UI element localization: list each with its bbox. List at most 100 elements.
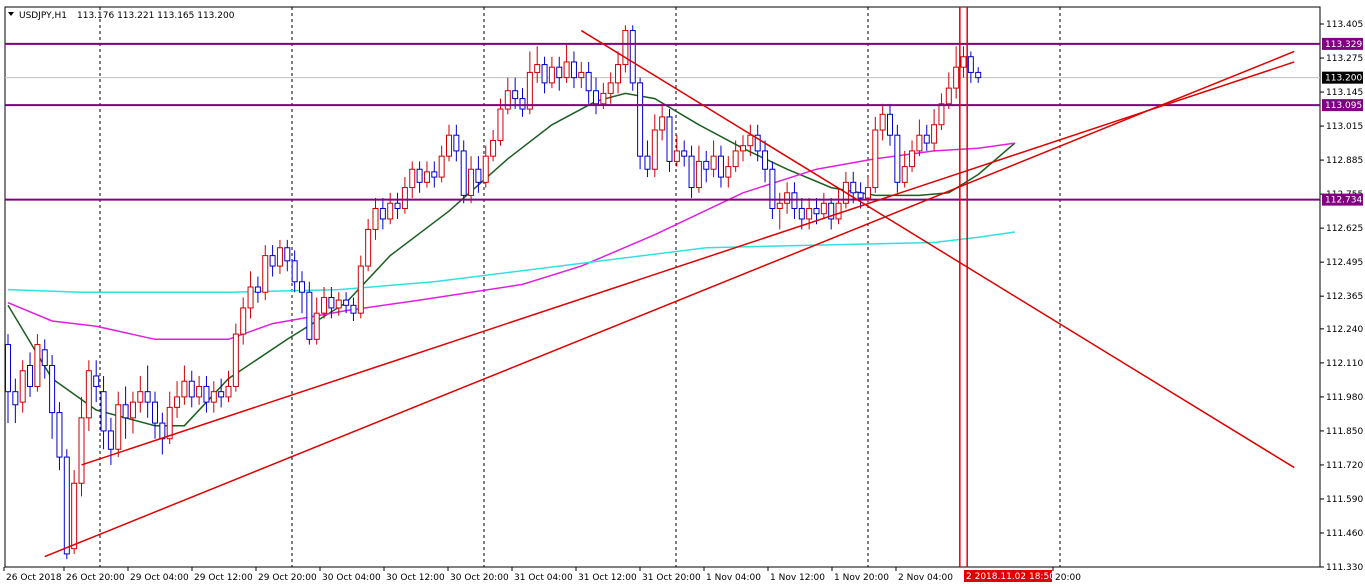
candle-body [879,113,886,131]
y-tick-label: 111.590 [1326,495,1363,505]
candle [622,25,629,73]
candle [593,77,599,115]
candle-body [85,370,92,419]
candle-body [247,286,254,309]
candle [806,198,813,230]
candle [791,182,798,219]
candle [49,355,56,439]
candle-body [747,134,754,147]
candle-body [71,482,78,550]
candle [284,239,291,272]
candle-body [828,202,835,220]
candle [276,239,283,274]
candle-body [306,291,313,340]
candle [923,124,930,151]
candle [570,51,577,89]
moving-average-line [7,231,1016,293]
candle [107,417,114,465]
y-tick-label: 113.145 [1326,88,1363,98]
candle [526,51,533,115]
candle [225,370,232,403]
candle [747,124,754,157]
y-tick-label: 112.110 [1326,359,1363,369]
candle-body [901,166,908,183]
candle [71,470,78,554]
x-tick-label: 26 Oct 20:00 [66,573,125,583]
x-tick-label: 29 Oct 12:00 [194,573,253,583]
candle [409,161,416,199]
candle-body [181,380,188,398]
candle [78,396,85,497]
candle-body [857,192,864,199]
candle-body [850,181,857,194]
trend-line[interactable] [44,50,1295,558]
candle-body [299,281,305,293]
candle-body [938,103,945,126]
candle [732,140,739,172]
candle-body [372,207,379,230]
candle [357,255,364,319]
candle [673,135,680,167]
candle-body [276,247,283,267]
candle-body [784,192,791,204]
candle-body [806,207,813,220]
x-tick-label: 26 Oct 2018 [6,573,62,583]
y-tick-label: 112.885 [1326,156,1363,166]
candle-body [78,417,85,484]
candle [306,281,313,345]
candle [762,140,769,183]
candle-body [129,401,136,419]
triangle-down-icon[interactable] [8,12,14,16]
candle-body [519,98,526,110]
candle-body [218,391,225,398]
candle-body [703,160,710,170]
candle [5,334,11,424]
candle [291,250,298,293]
candle-body [313,312,320,340]
candle [174,381,181,418]
candle-body [438,155,445,178]
candle [203,375,210,413]
candle-body [19,370,26,403]
candle-body [887,113,893,136]
candle-body [872,129,879,189]
y-tick-label: 111.980 [1326,393,1363,403]
y-tick-label: 113.015 [1326,122,1363,132]
trend-line[interactable] [81,61,1295,466]
candle-body [41,349,48,367]
candle [240,297,247,345]
candle-body [210,391,217,403]
candle-body [453,134,460,152]
trend-line[interactable] [580,29,1295,469]
candle-body [225,385,232,398]
candle [468,156,475,204]
candle-body [350,304,357,314]
candle-body [512,90,519,100]
candle-body [166,406,173,440]
candle [482,145,489,188]
y-tick-label: 113.275 [1326,54,1363,64]
candle [945,72,952,110]
candle-body [254,286,261,293]
y-tick-label: 111.330 [1326,563,1363,573]
x-tick-label: 1 Nov 12:00 [770,573,825,583]
cursor-time-label: 2 2018.11.02 18:50 [966,572,1055,582]
candle [556,56,563,91]
candle-body [144,391,151,403]
candle [394,192,401,219]
candle [299,271,305,314]
candle [938,93,945,130]
candle [254,276,261,303]
candle-body [262,255,269,293]
candle [967,51,974,83]
candle-body [203,385,210,403]
candle-body [629,30,636,84]
x-tick-label: 29 Oct 04:00 [130,573,189,583]
y-tick-label: 111.720 [1326,461,1363,471]
candle [152,391,158,439]
x-tick-label: 30 Oct 20:00 [450,573,509,583]
candle-body [107,430,114,450]
candle [820,192,827,219]
